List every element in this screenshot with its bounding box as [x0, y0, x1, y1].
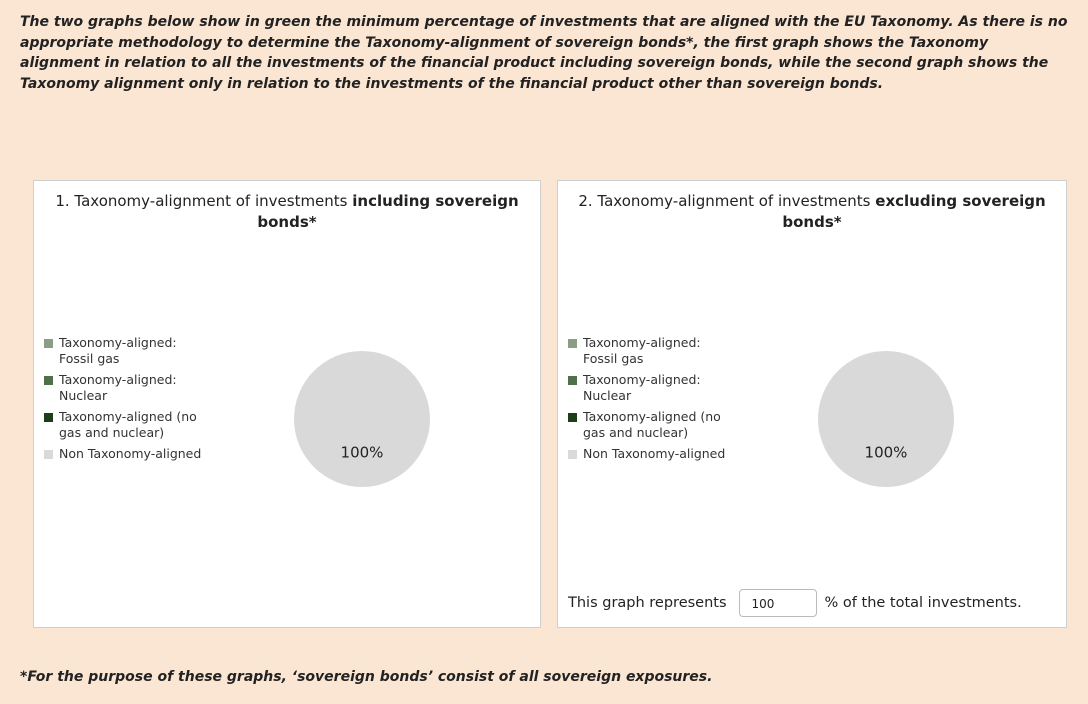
legend-swatch [44, 339, 53, 348]
legend: Taxonomy-aligned: Fossil gas Taxonomy-ali… [568, 335, 728, 467]
total-note: This graph represents 100 % of the total… [568, 589, 1022, 617]
slice-label: 100% [865, 444, 908, 462]
legend-item: Taxonomy-aligned: Nuclear [44, 372, 204, 404]
legend-swatch [568, 413, 577, 422]
pie-chart: 100% [818, 351, 954, 487]
title-emphasis: including sovereign bonds* [257, 192, 519, 231]
legend-label: Non Taxonomy-aligned [59, 446, 202, 461]
legend-item: Taxonomy-aligned (no gas and nuclear) [44, 409, 204, 441]
note-prefix: This graph represents [568, 595, 727, 611]
legend-item: Non Taxonomy-aligned [568, 446, 728, 462]
intro-text: The two graphs below show in green the m… [20, 14, 1068, 92]
legend-swatch [44, 413, 53, 422]
panel-title: 1. Taxonomy-alignment of investments inc… [44, 191, 530, 233]
legend-item: Taxonomy-aligned: Nuclear [568, 372, 728, 404]
legend-swatch [568, 339, 577, 348]
chart-panel: 1. Taxonomy-alignment of investments inc… [33, 180, 541, 628]
note-suffix: % of the total investments. [824, 595, 1022, 611]
footnote: *For the purpose of these graphs, ‘sover… [20, 669, 713, 685]
legend-item: Taxonomy-aligned: Fossil gas [44, 335, 204, 367]
legend-item: Taxonomy-aligned: Fossil gas [568, 335, 728, 367]
legend-swatch [44, 376, 53, 385]
legend-label: Taxonomy-aligned: Nuclear [583, 372, 701, 403]
percent-input[interactable]: 100 [738, 589, 817, 617]
legend-label: Non Taxonomy-aligned [583, 446, 726, 461]
pie-chart: 100% [294, 351, 430, 487]
legend-item: Taxonomy-aligned (no gas and nuclear) [568, 409, 728, 441]
pie-slice [294, 351, 430, 487]
pie-slice [818, 351, 954, 487]
legend-item: Non Taxonomy-aligned [44, 446, 204, 462]
title-text: 1. Taxonomy-alignment of investments [55, 192, 348, 210]
title-emphasis: excluding sovereign bonds* [782, 192, 1046, 231]
chart-panel: This graph represents 100 % of the total… [557, 180, 1067, 628]
legend-label: Taxonomy-aligned (no gas and nuclear) [583, 409, 721, 440]
legend-label: Taxonomy-aligned: Nuclear [59, 372, 177, 403]
legend: Taxonomy-aligned: Fossil gas Taxonomy-ali… [44, 335, 204, 467]
legend-swatch [568, 450, 577, 459]
title-text: 2. Taxonomy-alignment of investments [578, 192, 871, 210]
legend-label: Taxonomy-aligned: Fossil gas [59, 335, 177, 366]
legend-swatch [44, 450, 53, 459]
slice-label: 100% [341, 444, 384, 462]
legend-label: Taxonomy-aligned (no gas and nuclear) [59, 409, 197, 440]
legend-label: Taxonomy-aligned: Fossil gas [583, 335, 701, 366]
legend-swatch [568, 376, 577, 385]
panel-title: 2. Taxonomy-alignment of investments exc… [568, 191, 1056, 233]
